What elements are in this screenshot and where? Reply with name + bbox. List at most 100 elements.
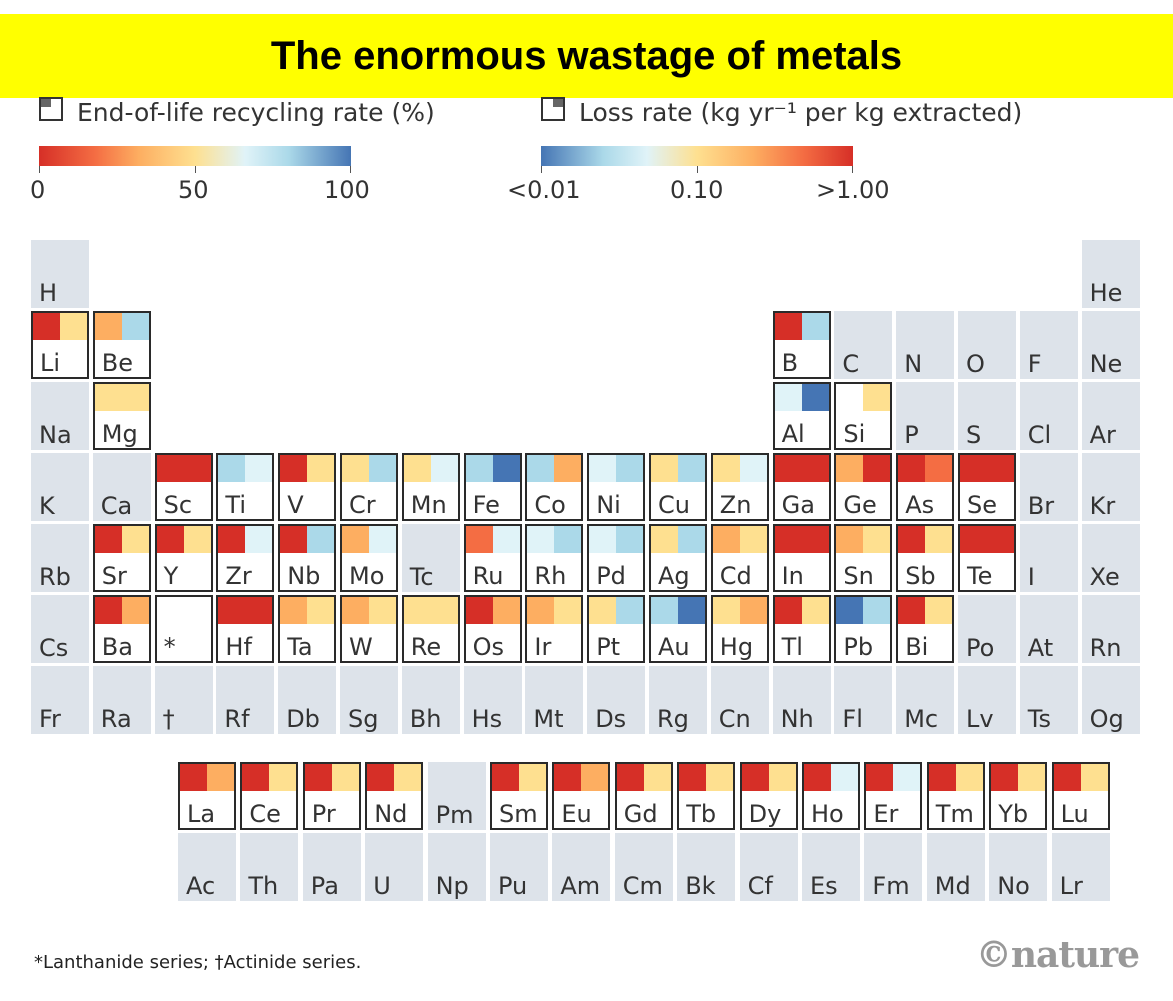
- loss-legend-title: Loss rate (kg yr⁻¹ per kg extracted): [541, 96, 1023, 127]
- loss-rate-swatch: [121, 384, 149, 411]
- element-cell-o: O: [958, 311, 1016, 379]
- element-symbol: Ra: [100, 705, 132, 733]
- element-symbol: Hf: [225, 633, 252, 661]
- element-cell-ti: Ti: [216, 453, 275, 521]
- element-symbol: Mn: [410, 491, 447, 519]
- element-symbol: Fm: [872, 872, 910, 900]
- recycling-rate-swatch: [651, 455, 678, 482]
- element-symbol: Ni: [596, 491, 621, 519]
- element-cell-hs: Hs: [463, 666, 522, 734]
- loss-legend-label: Loss rate (kg yr⁻¹ per kg extracted): [579, 98, 1023, 127]
- loss-rate-swatch: [678, 597, 705, 624]
- recycling-rate-swatch: [960, 526, 987, 553]
- square-top-right-icon: [541, 96, 565, 121]
- recycling-rate-swatch: [527, 455, 555, 482]
- recycling-rate-swatch: [1053, 764, 1081, 791]
- element-symbol: Er: [873, 800, 899, 828]
- element-symbol: Cm: [622, 872, 663, 900]
- element-symbol: Al: [781, 420, 805, 448]
- loss-rate-swatch: [863, 597, 891, 624]
- element-symbol: Ge: [843, 491, 877, 519]
- element-symbol: Sn: [843, 562, 874, 590]
- element-symbol: Mc: [904, 705, 939, 733]
- recycling-rate-swatch: [804, 764, 831, 791]
- element-cell-hf: Hf: [216, 595, 275, 663]
- loss-rate-swatch: [801, 384, 829, 411]
- element-cell-sr: Sr: [92, 524, 151, 592]
- element-cell-ds: Ds: [587, 666, 646, 734]
- element-cell-yb: Yb: [989, 762, 1048, 830]
- element-symbol: Es: [810, 872, 838, 900]
- element-symbol: Rb: [39, 563, 71, 591]
- element-cell-er: Er: [864, 762, 923, 830]
- element-symbol: Cf: [747, 872, 773, 900]
- element-cell-pb: Pb: [834, 595, 893, 663]
- recycling-rate-swatch: [898, 526, 926, 553]
- element-cell-no: No: [989, 833, 1048, 901]
- element-symbol: Ta: [287, 633, 313, 661]
- loss-rate-swatch: [60, 313, 87, 340]
- recycling-rate-swatch: [218, 455, 246, 482]
- element-symbol: Ar: [1089, 421, 1116, 449]
- recycling-rate-swatch: [836, 597, 864, 624]
- recycling-rate-swatch: [651, 526, 678, 553]
- element-cell-co: Co: [525, 453, 584, 521]
- element-cell-nd: Nd: [365, 762, 424, 830]
- element-cell-h: H: [31, 240, 89, 308]
- element-symbol: Po: [966, 634, 995, 662]
- element-cell-au: Au: [649, 595, 707, 663]
- element-cell-mn: Mn: [401, 453, 460, 521]
- recycling-rate-swatch: [898, 455, 926, 482]
- element-symbol: Rn: [1089, 634, 1122, 662]
- element-symbol: O: [966, 350, 985, 378]
- recycling-rate-swatch: [218, 597, 246, 624]
- element-symbol: Cu: [658, 491, 690, 519]
- loss-rate-swatch: [331, 764, 359, 791]
- element-symbol: I: [1027, 563, 1035, 591]
- element-cell-s: S: [958, 382, 1016, 450]
- recycling-rate-swatch: [712, 455, 740, 482]
- element-symbol: B: [781, 349, 799, 377]
- element-cell-xe: Xe: [1081, 524, 1140, 592]
- loss-rate-swatch: [863, 526, 891, 553]
- element-cell-og: Og: [1081, 666, 1140, 734]
- loss-rate-swatch: [183, 526, 211, 553]
- element-cell-fm: Fm: [864, 833, 923, 901]
- element-symbol: Au: [658, 633, 690, 661]
- loss-rate-swatch: [121, 313, 149, 340]
- recycling-color-scale: [39, 146, 351, 166]
- loss-rate-swatch: [369, 597, 396, 624]
- loss-rate-swatch: [554, 597, 582, 624]
- recycling-tick: [195, 166, 196, 173]
- element-cell-y: Y: [154, 524, 213, 592]
- element-symbol: Zr: [225, 562, 252, 590]
- element-symbol: Tl: [781, 633, 803, 661]
- recycling-rate-swatch: [554, 764, 582, 791]
- recycling-rate-swatch: [960, 455, 987, 482]
- element-symbol: N: [904, 350, 923, 378]
- element-cell-bh: Bh: [401, 666, 460, 734]
- element-cell-pa: Pa: [302, 833, 361, 901]
- loss-rate-swatch: [269, 764, 297, 791]
- element-symbol: Ca: [100, 492, 133, 520]
- recycling-rate-swatch: [527, 597, 555, 624]
- recycling-rate-swatch: [218, 526, 246, 553]
- element-cell-tm: Tm: [926, 762, 985, 830]
- recycling-rate-swatch: [94, 313, 122, 340]
- element-symbol: Fl: [842, 705, 863, 733]
- loss-rate-swatch: [739, 455, 767, 482]
- element-cell-ts: Ts: [1019, 666, 1078, 734]
- element-symbol: Si: [843, 420, 866, 448]
- element-symbol: Bi: [905, 633, 929, 661]
- recycling-rate-swatch: [342, 597, 369, 624]
- page-title: The enormous wastage of metals: [270, 33, 903, 78]
- element-cell-es: Es: [802, 833, 860, 901]
- element-symbol: Ne: [1089, 350, 1123, 378]
- element-symbol: Ho: [811, 800, 844, 828]
- element-symbol: Lr: [1059, 872, 1083, 900]
- loss-rate-swatch: [893, 764, 921, 791]
- footnote: *Lanthanide series; †Actinide series.: [34, 952, 362, 973]
- element-symbol: Mg: [101, 420, 138, 448]
- element-symbol: Cn: [718, 705, 751, 733]
- element-cell-fr: Fr: [31, 666, 89, 734]
